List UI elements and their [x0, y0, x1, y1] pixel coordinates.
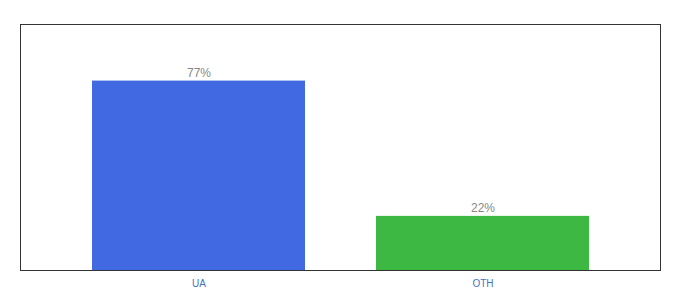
svg-text:OTH: OTH: [472, 278, 493, 289]
svg-text:22%: 22%: [471, 201, 495, 215]
svg-text:UA: UA: [192, 278, 206, 289]
svg-text:77%: 77%: [187, 66, 211, 80]
